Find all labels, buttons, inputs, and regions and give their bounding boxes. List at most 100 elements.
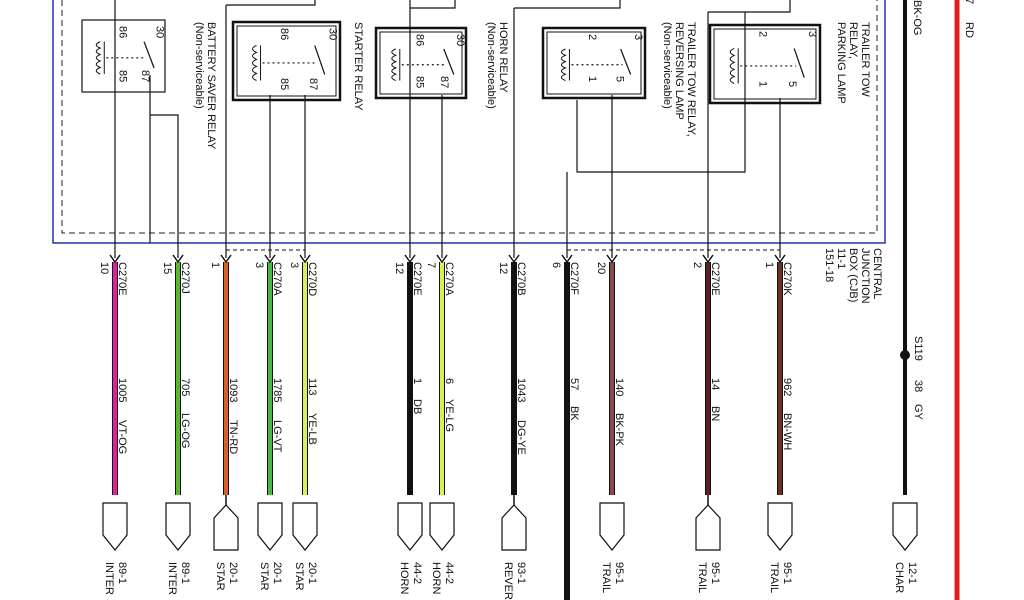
relay-coil	[95, 41, 102, 75]
connector-id: C270F	[568, 262, 580, 295]
connector-mark	[561, 254, 573, 264]
destination: 44-2	[411, 562, 423, 584]
relay-title: PARKING LAMP	[835, 22, 847, 104]
circuit-number: 1005	[116, 378, 128, 402]
wire-color: BK-PK	[613, 413, 625, 447]
destination: HORN	[430, 562, 442, 594]
relay-pin: 86	[278, 28, 290, 40]
junction-box-label: 151-18	[823, 248, 835, 282]
destination: STAR	[214, 562, 226, 591]
relay-pin: 30	[454, 34, 466, 46]
pin-number: 1	[209, 262, 221, 268]
wire-color: GY	[912, 404, 924, 421]
pin-number: 12	[497, 262, 509, 274]
destination: 89-1	[179, 562, 191, 584]
circuit-number: 1043	[515, 378, 527, 402]
relay-pin: 85	[116, 70, 128, 82]
pin-number: 6	[550, 262, 562, 268]
destination: 20-1	[306, 562, 318, 584]
relay-switch	[314, 45, 326, 75]
destination: 20-1	[271, 562, 283, 584]
relay-box	[708, 23, 822, 105]
relay-pin: 3	[806, 31, 818, 37]
relay-title: (Non-serviceable)	[661, 22, 673, 109]
connector	[892, 502, 918, 551]
splice-dot	[900, 350, 910, 360]
relay-pin: 86	[116, 26, 128, 38]
relay-title: BATTERY SAVER RELAY	[205, 22, 217, 150]
wire-color: YE-LG	[443, 399, 455, 432]
relay-switch	[443, 48, 455, 75]
junction-box-border	[52, 0, 886, 244]
circuit-number: 113	[306, 378, 318, 396]
relay-pin: 5	[786, 81, 798, 87]
relay-pin: 30	[326, 28, 338, 40]
destination: 20-1	[227, 562, 239, 584]
connector-id: C270J	[179, 262, 191, 294]
connector-id: C270K	[781, 262, 793, 296]
pin-number: 15	[161, 262, 173, 274]
destination: 89-1	[116, 562, 128, 584]
relay-switch	[793, 48, 805, 78]
wire-label: BK-OG	[911, 0, 923, 35]
connector-mark	[299, 254, 311, 264]
relay-pin: 2	[586, 34, 598, 40]
connector-id: C270A	[443, 262, 455, 296]
connector	[599, 502, 625, 551]
connector	[257, 502, 283, 551]
junction-box-inner	[61, 0, 878, 234]
connector	[165, 502, 191, 551]
relay-pin: 87	[438, 76, 450, 88]
circuit-number: 6	[443, 378, 455, 384]
relay-pin: 87	[307, 78, 319, 90]
connector-mark	[220, 254, 232, 264]
circuit-number: 1093	[227, 378, 239, 402]
relay-pin: 2	[757, 31, 769, 37]
relay-title: TRAILER TOW RELAY,	[685, 22, 697, 137]
connector-id: C270A	[271, 262, 283, 296]
wire-color: DG-YE	[515, 420, 527, 455]
circuit-number: 1785	[271, 378, 283, 402]
junction-box-label: CENTRAL	[871, 248, 883, 299]
destination: STAR	[293, 562, 305, 591]
pin-number: 7	[425, 262, 437, 268]
relay-box	[231, 20, 342, 102]
splice-id: S119	[912, 336, 924, 361]
destination: INTER	[166, 562, 178, 595]
destination: 95-1	[709, 562, 721, 584]
relay-title: STARTER RELAY	[352, 22, 364, 111]
relay-switch	[143, 41, 155, 69]
relay-box	[541, 26, 647, 100]
relay-box	[81, 19, 166, 93]
destination: 95-1	[781, 562, 793, 584]
circuit-number: 140	[613, 378, 625, 396]
internal-wire	[150, 114, 179, 258]
destination: 95-1	[613, 562, 625, 584]
connector	[767, 502, 793, 551]
pin-number: 3	[288, 262, 300, 268]
relay-title: TRAILER TOW	[859, 22, 871, 97]
destination: 93-1	[515, 562, 527, 584]
relay-pin: 87	[139, 70, 151, 82]
wire-color: BN	[709, 406, 721, 421]
wire-color: LG-OG	[179, 413, 191, 448]
connector-id: C270E	[116, 262, 128, 296]
pin-number: 2	[691, 262, 703, 268]
destination: CHAR	[893, 562, 905, 593]
connector	[397, 502, 423, 551]
internal-wire	[708, 0, 791, 13]
destination: TRAIL	[768, 562, 780, 593]
pin-number: 1	[763, 262, 775, 268]
circuit-number: 1	[411, 378, 423, 384]
internal-wire	[226, 0, 316, 6]
pin-number: 3	[253, 262, 265, 268]
internal-wire	[576, 12, 746, 173]
wire-label: RD	[963, 22, 975, 38]
relay-pin: 85	[414, 76, 426, 88]
relay-box-inner	[379, 31, 463, 95]
connector-id: C270D	[306, 262, 318, 296]
relay-title: (Non-serviceable)	[193, 22, 205, 109]
connector	[695, 504, 721, 551]
relay-pin: 30	[154, 26, 166, 38]
connector	[213, 504, 239, 551]
